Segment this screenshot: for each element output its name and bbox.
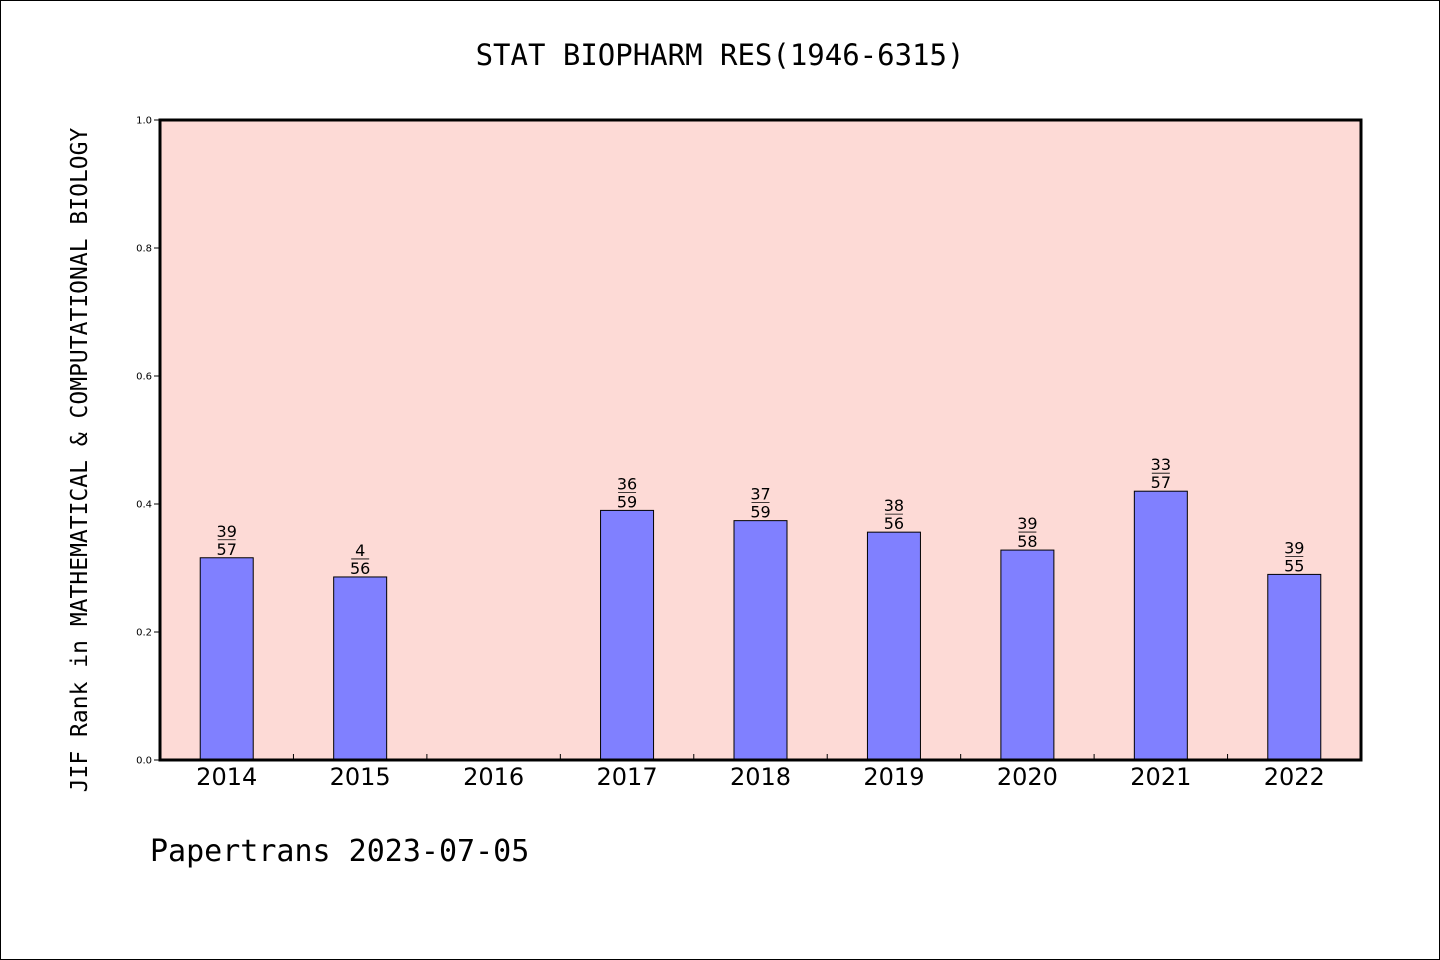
x-tick-label: 2017	[597, 763, 658, 791]
data-label-rank: 39	[1017, 514, 1037, 533]
data-label-rank: 4	[355, 541, 365, 560]
data-label-total: 56	[884, 514, 904, 533]
x-tick-label: 2018	[730, 763, 791, 791]
y-tick-label: 0.0	[136, 756, 152, 767]
x-tick-label: 2020	[997, 763, 1058, 791]
y-tick-label: 0.4	[136, 500, 152, 511]
x-tick-label: 2016	[463, 763, 524, 791]
y-tick-label: 0.6	[136, 372, 152, 383]
y-tick-label: 1.0	[136, 116, 152, 127]
bar-2020	[1000, 549, 1055, 761]
bar-2015	[333, 576, 388, 761]
x-tick-label: 2015	[330, 763, 391, 791]
bar-2014	[199, 557, 254, 761]
data-label-rank: 38	[884, 496, 904, 515]
x-tick-label: 2021	[1130, 763, 1191, 791]
bars-group	[199, 490, 1322, 761]
bar-2021	[1133, 490, 1188, 761]
data-label-total: 59	[617, 492, 637, 511]
x-tick-label: 2019	[863, 763, 924, 791]
data-label-total: 56	[350, 559, 370, 578]
data-label-total: 59	[750, 503, 770, 522]
y-axis-ticks: 0.0 0.2 0.4 0.6 0.8 1.0	[136, 116, 160, 767]
x-tick-label: 2014	[196, 763, 257, 791]
data-label-rank: 37	[750, 485, 770, 504]
plot-border	[158, 118, 1363, 762]
bar-2017	[600, 509, 655, 761]
bar-2018	[733, 520, 788, 761]
y-tick-label: 0.8	[136, 244, 152, 255]
bar-2022	[1267, 573, 1322, 761]
footer-credit: Papertrans 2023-07-05	[150, 834, 530, 869]
data-label-total: 55	[1284, 556, 1304, 575]
data-label-rank: 39	[217, 522, 237, 541]
x-axis-ticks: 2014 2015 2016 2017 2018 2019 2020 2021 2022	[196, 754, 1325, 791]
bar-2019	[866, 531, 921, 761]
data-label-rank: 33	[1151, 455, 1171, 474]
data-label-total: 58	[1017, 532, 1037, 551]
chart-title: STAT BIOPHARM RES(1946-6315)	[475, 38, 965, 72]
y-tick-label: 0.2	[136, 628, 152, 639]
data-label-total: 57	[1151, 473, 1171, 492]
data-label-rank: 39	[1284, 538, 1304, 557]
data-label-total: 57	[217, 540, 237, 559]
data-label-rank: 36	[617, 474, 637, 493]
x-tick-label: 2022	[1264, 763, 1325, 791]
